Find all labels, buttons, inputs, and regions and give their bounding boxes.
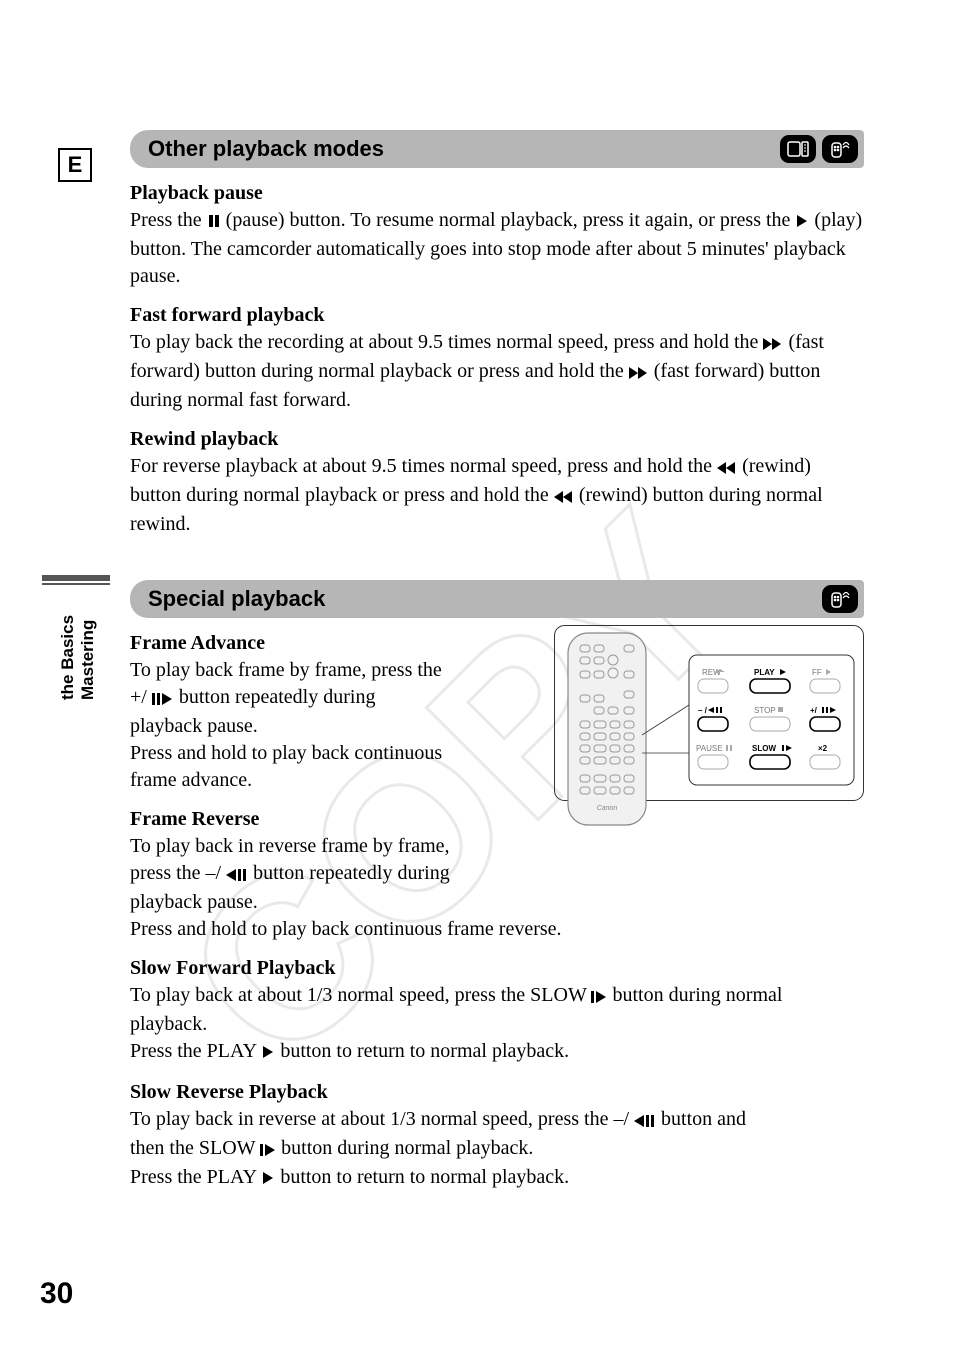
svg-text:+/: +/ — [810, 706, 818, 715]
heading-playback-pause: Playback pause — [130, 182, 864, 205]
t: button during normal playback. — [281, 1137, 533, 1159]
text-rewind: For reverse playback at about 9.5 times … — [130, 453, 864, 538]
play-icon — [261, 1040, 275, 1067]
text-slow-forward: To play back at about 1/3 normal speed, … — [130, 982, 864, 1067]
text-playback-pause: Press the (pause) button. To resume norm… — [130, 207, 864, 290]
t: button repeatedly during — [253, 862, 450, 884]
section2-title: Special playback — [148, 586, 325, 611]
heading-rewind: Rewind playback — [130, 428, 864, 451]
rewind-icon — [717, 455, 737, 482]
svg-text:– /: – / — [698, 706, 708, 715]
section1-title: Other playback modes — [148, 136, 384, 161]
slow-play-icon — [591, 984, 607, 1011]
frame-reverse-icon — [634, 1108, 656, 1135]
heading-fast-forward: Fast forward playback — [130, 304, 864, 327]
section-other-playback-modes: Other playback modes — [130, 130, 864, 168]
t: To play back frame by frame, press the — [130, 659, 442, 681]
t: button to return to normal playback. — [280, 1166, 569, 1188]
section2-icons — [822, 585, 858, 613]
t: playback pause. — [130, 715, 258, 737]
t: Press and hold to play back continuous f… — [130, 918, 562, 940]
remote-icon — [822, 585, 858, 613]
slow-play-icon — [260, 1137, 276, 1164]
t: frame advance. — [130, 769, 252, 791]
fast-forward-icon — [763, 331, 783, 358]
heading-slow-reverse: Slow Reverse Playback — [130, 1081, 864, 1104]
remote-figure: Canon REW PLAY FF – / STOP +/ PAUSE SLOW… — [554, 625, 864, 835]
text-slow-reverse: To play back in reverse at about 1/3 nor… — [130, 1106, 864, 1193]
svg-text:FF: FF — [812, 668, 822, 677]
t: To play back in reverse at about 1/3 nor… — [130, 1108, 629, 1130]
section1-icons — [780, 135, 858, 163]
t: then the SLOW — [130, 1137, 260, 1159]
svg-text:PLAY: PLAY — [754, 668, 775, 677]
text-fast-forward: To play back the recording at about 9.5 … — [130, 329, 864, 414]
t: press the –/ — [130, 862, 221, 884]
text-frame-reverse: To play back in reverse frame by frame, … — [130, 833, 864, 943]
pause-icon — [207, 209, 221, 236]
t: button and — [661, 1108, 746, 1130]
t: Press the PLAY — [130, 1040, 261, 1062]
svg-text:Canon: Canon — [597, 805, 618, 812]
t: To play back at about 1/3 normal speed, … — [130, 984, 591, 1006]
tape-mode-icon — [780, 135, 816, 163]
svg-text:PAUSE: PAUSE — [696, 744, 723, 753]
t: button to return to normal playback. — [280, 1040, 569, 1062]
remote-icon — [822, 135, 858, 163]
t: To play back in reverse frame by frame, — [130, 835, 450, 857]
t: playback. — [130, 1013, 207, 1035]
svg-text:SLOW: SLOW — [752, 744, 776, 753]
t: Press the — [130, 209, 207, 231]
page-number: 30 — [40, 1277, 73, 1311]
t: button repeatedly during — [179, 686, 376, 708]
svg-text:STOP: STOP — [754, 706, 776, 715]
t: +/ — [130, 686, 152, 708]
frame-reverse-icon — [226, 862, 248, 889]
t: Press the PLAY — [130, 1166, 261, 1188]
t: Press and hold to play back continuous — [130, 742, 442, 764]
svg-text:×2: ×2 — [818, 744, 828, 753]
t: playback pause. — [130, 891, 258, 913]
text-frame-advance: To play back frame by frame, press the +… — [130, 657, 530, 794]
play-icon — [261, 1166, 275, 1193]
t: For reverse playback at about 9.5 times … — [130, 455, 717, 477]
heading-slow-forward: Slow Forward Playback — [130, 957, 864, 980]
section-special-playback: Special playback — [130, 580, 864, 618]
t: button during normal — [612, 984, 782, 1006]
t: To play back the recording at about 9.5 … — [130, 331, 763, 353]
rewind-icon — [554, 484, 574, 511]
frame-advance-icon — [152, 686, 174, 713]
fast-forward-icon — [629, 360, 649, 387]
t: (pause) button. To resume normal playbac… — [226, 209, 796, 231]
play-icon — [795, 209, 809, 236]
